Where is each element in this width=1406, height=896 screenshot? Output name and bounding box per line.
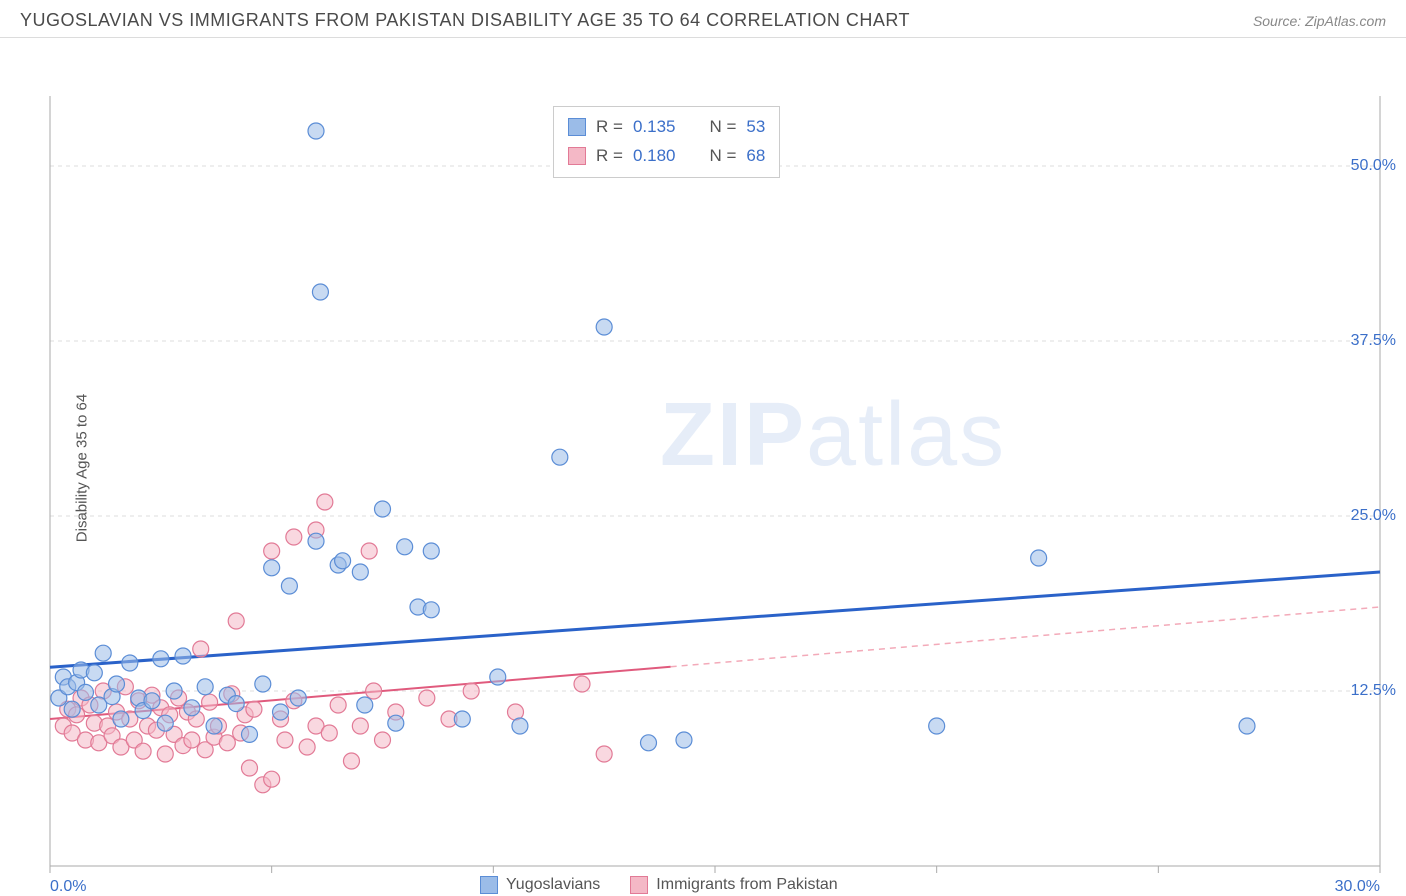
correlation-legend: R = 0.135N = 53R = 0.180N = 68: [553, 106, 780, 178]
y-tick-label: 25.0%: [1351, 507, 1396, 525]
x-tick-label: 30.0%: [1335, 878, 1380, 896]
series-legend: Yugoslavians Immigrants from Pakistan: [480, 876, 838, 894]
y-tick-label: 12.5%: [1351, 682, 1396, 700]
legend-item: Yugoslavians: [480, 876, 600, 894]
source-attribution: Source: ZipAtlas.com: [1253, 13, 1386, 29]
x-tick-label: 0.0%: [50, 878, 86, 896]
y-tick-label: 37.5%: [1351, 332, 1396, 350]
y-tick-label: 50.0%: [1351, 157, 1396, 175]
chart-area: Disability Age 35 to 64 12.5% 25.0% 37.5% 5…: [0, 44, 1406, 892]
y-axis-label: Disability Age 35 to 64: [74, 394, 91, 542]
chart-title: YUGOSLAVIAN VS IMMIGRANTS FROM PAKISTAN …: [20, 10, 910, 31]
legend-item: Immigrants from Pakistan: [630, 876, 837, 894]
